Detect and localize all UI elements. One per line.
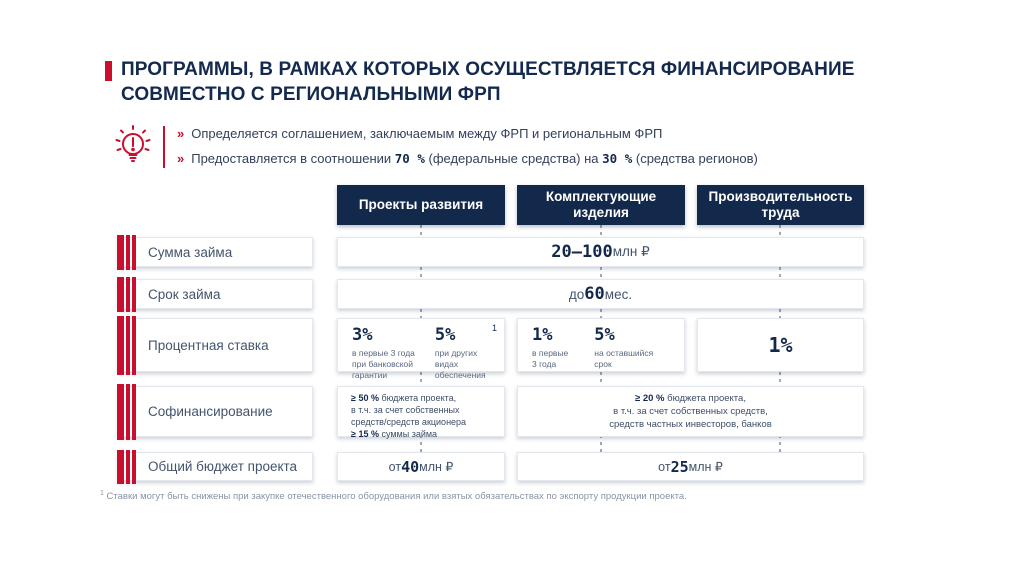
rate-value: 1% [532,325,553,345]
loan-term-unit: мес. [604,286,633,302]
row-label-loan-term: Срок займа [117,277,313,312]
intro-bullet-2-t3: (средства регионов) [632,151,758,167]
total-budget-development-projects: от 40 млн ₽ [337,452,505,481]
title-accent-bar [105,61,112,81]
rate-item: 5% при других видах обеспечения [435,327,486,381]
cofinancing-bold-value: ≥ 15 % [351,428,382,439]
intro-notes: » Определяется соглашением, заключаемым … [177,126,758,177]
row-label-cofinancing: Софинансирование [117,384,313,440]
cofinancing-line: средств/средств акционера [351,416,467,427]
column-header-components: Комплектующие изделия [517,185,685,225]
budget-prefix: от [388,459,402,474]
row-label-loan-amount: Сумма займа [117,235,313,270]
loan-amount-value: 20–100 млн ₽ [337,237,864,267]
intro-bullet-2-t2: (федеральные средства) на [424,151,603,167]
rate-value: 5% [434,325,456,345]
stripes-icon [117,384,136,440]
regional-share-value: 30 % [602,151,633,167]
rate-note: в первые 3 года при банковской гарантии [352,348,415,381]
stripes-icon [117,316,136,375]
loan-amount-number: 20–100 [551,242,613,262]
interest-rate-components: 1% в первые 3 года 5% на оставшийся срок [517,318,685,372]
row-label-text: Сумма займа [148,244,233,260]
rate-item: 3% в первые 3 года при банковской гарант… [352,327,415,381]
federal-share-value: 70 % [394,151,425,167]
loan-amount-unit: млн ₽ [612,244,650,259]
title-line-2: СОВМЕСТНО С РЕГИОНАЛЬНЫМИ ФРП [121,84,501,106]
column-header-productivity: Производительность труда [697,185,864,225]
intro-bullet-1: » Определяется соглашением, заключаемым … [177,126,758,142]
row-label-text: Общий бюджет проекта [148,459,298,474]
cofinancing-bold-value: ≥ 20 % [635,392,668,404]
row-label-text: Процентная ставка [148,337,269,353]
title-line-1: ПРОГРАММЫ, В РАМКАХ КОТОРЫХ ОСУЩЕСТВЛЯЕТ… [121,59,855,80]
loan-term-prefix: до [568,286,585,302]
footnote-sup: 1 [100,490,104,497]
rate-value: 1% [768,333,793,357]
cofinancing-text: бюджета проекта, [381,393,457,403]
loan-term-value: до 60 мес. [337,279,864,309]
cofinancing-line: средств частных инвесторов, банков [609,419,772,431]
cofinancing-line: ≥ 20 % бюджета проекта, [635,392,746,405]
intro-bullet-2: » Предоставляется в соотношении 70 % (фе… [177,151,758,167]
budget-number: 25 [670,457,689,476]
budget-prefix: от [658,459,671,474]
intro-bullet-2-t1: Предоставляется в соотношении [191,151,395,167]
lightbulb-alert-icon [115,125,151,162]
cofinancing-text: бюджета проекта, [667,392,746,404]
cofinancing-bold-value: ≥ 50 % [351,393,382,403]
rate-item: 1% в первые 3 года [532,327,568,370]
cofinancing-other-programs: ≥ 20 % бюджета проекта, в т.ч. за счет с… [517,386,864,437]
cofinancing-development-projects: ≥ 50 % бюджета проекта, в т.ч. за счет с… [337,386,505,439]
budget-number: 40 [401,457,420,476]
total-budget-other-programs: от 25 млн ₽ [517,452,864,481]
stripes-icon [117,450,136,484]
rate-note: при других видах обеспечения [434,348,486,381]
row-label-total-budget: Общий бюджет проекта [117,450,313,484]
cofinancing-line: в т.ч. за счет собственных средств, [613,405,768,417]
cofinancing-text: суммы займа [381,428,438,439]
loan-term-number: 60 [584,284,605,304]
rate-item: 5% на оставшийся срок [594,327,653,370]
rate-value: 3% [352,325,373,345]
row-label-text: Софинансирование [148,404,273,419]
page-title: ПРОГРАММЫ, В РАМКАХ КОТОРЫХ ОСУЩЕСТВЛЯЕТ… [105,57,891,107]
cofinancing-line: ≥ 50 % бюджета проекта, [351,393,496,405]
intro-bullet-2-text: Предоставляется в соотношении 70 % (феде… [191,151,758,167]
intro-divider [163,126,165,168]
interest-rate-development-projects: 1 3% в первые 3 года при банковской гара… [337,318,505,380]
budget-unit: млн ₽ [419,460,454,474]
stripes-icon [117,277,136,312]
footnote: 1 Ставки могут быть снижены при закупке … [100,490,687,502]
row-label-text: Срок займа [148,286,221,302]
interest-rate-productivity: 1% [697,318,864,372]
bullet-marker-icon: » [177,126,185,141]
budget-unit: млн ₽ [688,460,723,474]
rate-note: в первые 3 года [532,348,569,370]
row-label-interest-rate: Процентная ставка [117,316,313,375]
column-header-development-projects: Проекты развития [337,185,505,225]
rate-value: 5% [594,325,615,345]
footnote-reference: 1 [491,323,497,333]
rate-note: на оставшийся срок [594,348,654,370]
stripes-icon [117,235,136,270]
bullet-marker-icon: » [177,151,185,167]
cofinancing-line: ≥ 15 % суммы займа [351,429,496,441]
page-title-text: ПРОГРАММЫ, В РАМКАХ КОТОРЫХ ОСУЩЕСТВЛЯЕТ… [121,57,891,107]
cofinancing-line: в т.ч. за счет собственных [351,404,460,415]
footnote-text: Ставки могут быть снижены при закупке от… [103,491,687,503]
intro-bullet-1-text: Определяется соглашением, заключаемым ме… [191,126,663,141]
